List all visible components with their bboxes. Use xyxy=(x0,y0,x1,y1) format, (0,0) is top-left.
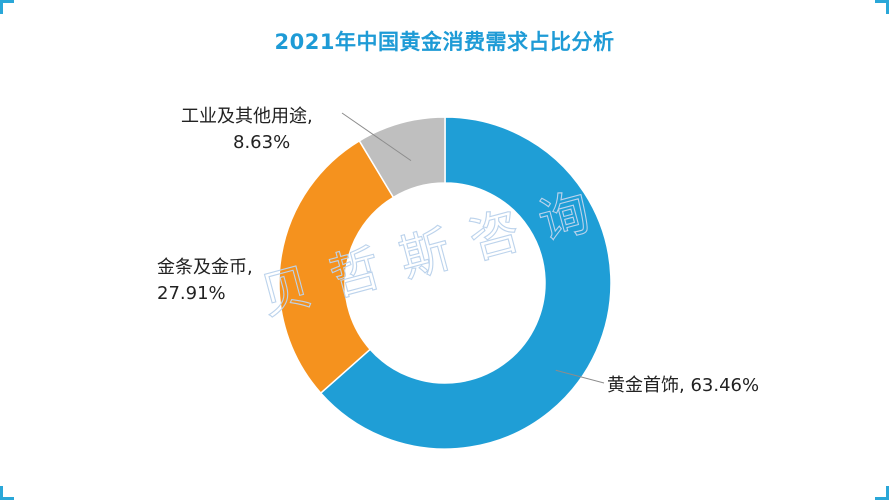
corner-bottom-left-h xyxy=(0,497,14,500)
corner-top-left-h xyxy=(0,0,14,3)
donut-slice-2 xyxy=(278,139,395,395)
slice-value-label-2: 27.91% xyxy=(157,283,226,304)
donut-slices xyxy=(278,116,612,450)
slice-label-3: 工业及其他用途, xyxy=(181,106,313,127)
corner-bottom-left-v xyxy=(0,486,3,500)
leader-line-3 xyxy=(341,112,412,162)
chart-title: 2021年中国黄金消费需求占比分析 xyxy=(274,30,615,54)
corner-top-right-v xyxy=(886,0,889,14)
slice-label-2: 金条及金币, xyxy=(157,257,253,278)
corner-bottom-right-h xyxy=(875,497,889,500)
corner-top-right-h xyxy=(875,0,889,3)
corner-bottom-right-v xyxy=(886,486,889,500)
donut-slice-3 xyxy=(358,116,446,199)
corner-top-left-v xyxy=(0,0,3,14)
leader-line-1 xyxy=(555,369,605,384)
slice-value-label-3: 8.63% xyxy=(233,132,290,153)
donut-slice-1 xyxy=(319,116,612,450)
slice-label-1: 黄金首饰, 63.46% xyxy=(607,375,759,396)
leader-lines xyxy=(341,112,605,384)
slice-labels: 黄金首饰, 63.46% 金条及金币, 27.91% 工业及其他用途, 8.63% xyxy=(157,106,759,396)
